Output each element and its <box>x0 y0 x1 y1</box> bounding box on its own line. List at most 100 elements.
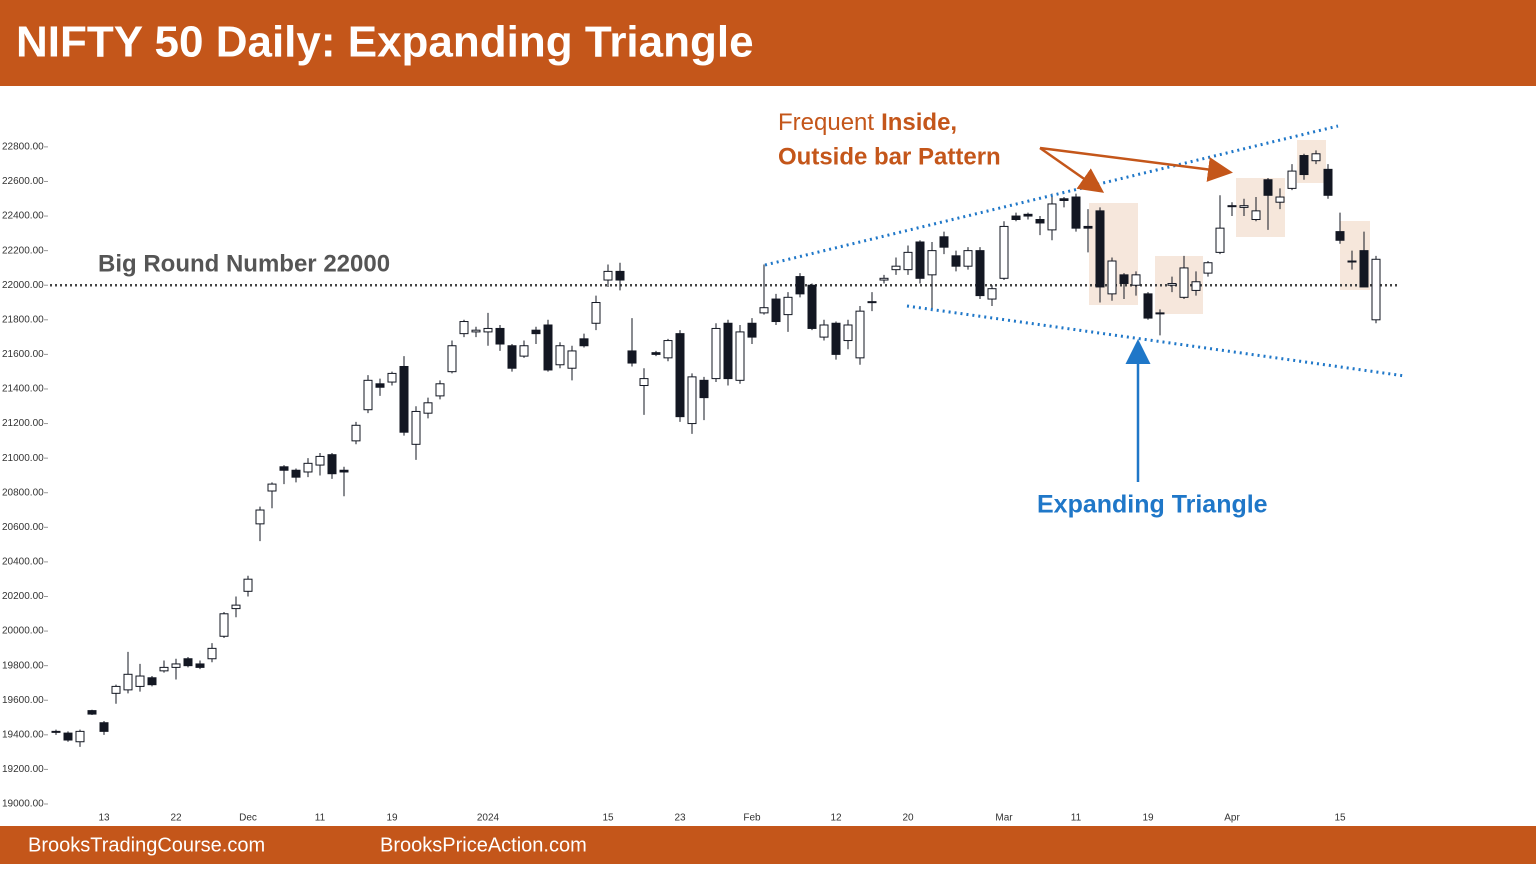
x-tick-label: 12 <box>830 813 842 824</box>
candle-body <box>1143 293 1153 319</box>
candle-body <box>807 284 817 329</box>
candle-body <box>387 372 397 383</box>
candle-body <box>495 327 505 345</box>
candle-body <box>1203 262 1213 274</box>
candle-body <box>171 663 181 668</box>
footer-link: BrooksTradingCourse.com <box>28 834 265 856</box>
x-tick-label: Mar <box>995 813 1013 824</box>
candle-body <box>687 376 697 425</box>
candle-body <box>819 324 829 338</box>
candle-body <box>927 250 937 276</box>
footer-link: BrooksPriceAction.com <box>380 834 587 856</box>
x-tick-label: 19 <box>1142 813 1154 824</box>
candle-body <box>207 647 217 660</box>
lower-trendline <box>906 304 1406 378</box>
candle-body <box>543 324 553 371</box>
candle-body <box>243 578 253 592</box>
candle-body <box>735 331 745 381</box>
y-tick-label: 19200.00 <box>2 764 44 775</box>
candle-body <box>435 383 445 397</box>
candle-body <box>795 276 805 295</box>
candle-body <box>831 322 841 355</box>
triangle-label: Expanding Triangle <box>1037 491 1268 519</box>
candle-body <box>771 298 781 323</box>
x-tick-label: 13 <box>98 813 110 824</box>
candle-body <box>1179 267 1189 298</box>
candle-body <box>279 466 289 471</box>
candle-body <box>711 327 721 380</box>
candle-body <box>1167 282 1177 286</box>
candle-body <box>399 365 409 433</box>
candle-body <box>639 378 649 387</box>
candle-body <box>1119 274 1129 284</box>
y-tick-label: 21800.00 <box>2 314 44 325</box>
candle-body <box>375 383 385 388</box>
x-tick-label: Dec <box>239 813 257 824</box>
x-tick-label: 19 <box>386 813 398 824</box>
y-tick-label: 21200.00 <box>2 418 44 429</box>
y-tick-label: 21600.00 <box>2 349 44 360</box>
round-number-label: Big Round Number 22000 <box>98 250 390 277</box>
candle-body <box>1083 225 1093 229</box>
candle-body <box>1263 179 1273 196</box>
candle-body <box>1239 205 1249 208</box>
candle-body <box>351 424 361 442</box>
candle-body <box>51 730 61 733</box>
candle-body <box>651 352 661 355</box>
annotation-arrow <box>1039 146 1233 182</box>
candle-body <box>267 483 277 492</box>
candle-body <box>1359 250 1369 288</box>
candle-body <box>87 710 97 715</box>
header-bar <box>0 0 1536 86</box>
candle-body <box>1059 198 1069 201</box>
candle-body <box>99 722 109 732</box>
candle-body <box>1131 274 1141 286</box>
candle-body <box>855 310 865 359</box>
candle-body <box>1299 155 1309 176</box>
candle-body <box>1227 205 1237 208</box>
candle-body <box>219 613 229 637</box>
candle-body <box>963 250 973 267</box>
candle-body <box>63 732 73 741</box>
candle-body <box>447 345 457 373</box>
x-tick-label: 23 <box>674 813 686 824</box>
x-tick-label: 11 <box>315 813 326 824</box>
pattern-note: Frequent Inside, <box>778 109 957 136</box>
candle-body <box>1275 196 1285 203</box>
candle-body <box>231 604 241 610</box>
y-tick-label: 19000.00 <box>2 799 44 810</box>
y-tick-label: 20400.00 <box>2 557 44 568</box>
candle-body <box>75 730 85 743</box>
y-tick-label: 22600.00 <box>2 176 44 187</box>
candle-body <box>999 225 1009 279</box>
candle-body <box>1371 258 1381 321</box>
candle-body <box>531 329 541 335</box>
candle-body <box>1311 153 1321 162</box>
candle-body <box>987 288 997 300</box>
x-tick-label: 11 <box>1071 813 1082 824</box>
candle-body <box>471 329 481 333</box>
candle-body <box>843 324 853 342</box>
candle-body <box>951 255 961 267</box>
candle-body <box>879 277 889 281</box>
candle-body <box>147 677 157 686</box>
candle-body <box>663 340 673 359</box>
candle-body <box>939 236 949 248</box>
candle-body <box>567 350 577 369</box>
y-tick-label: 21400.00 <box>2 384 44 395</box>
candle-body <box>723 322 733 380</box>
note-text: Outside bar Pattern <box>778 143 1001 170</box>
y-tick-label: 20000.00 <box>2 626 44 637</box>
candle-body <box>1047 203 1057 231</box>
note-text: Inside, <box>881 109 957 136</box>
candle-body <box>363 379 373 411</box>
candle-body <box>303 462 313 473</box>
candle-body <box>615 270 625 281</box>
candle-body <box>1251 210 1261 221</box>
candle-body <box>627 350 637 364</box>
candle-body <box>579 338 589 347</box>
y-tick-label: 22200.00 <box>2 245 44 256</box>
y-tick-label: 20800.00 <box>2 487 44 498</box>
candle-body <box>111 685 121 694</box>
